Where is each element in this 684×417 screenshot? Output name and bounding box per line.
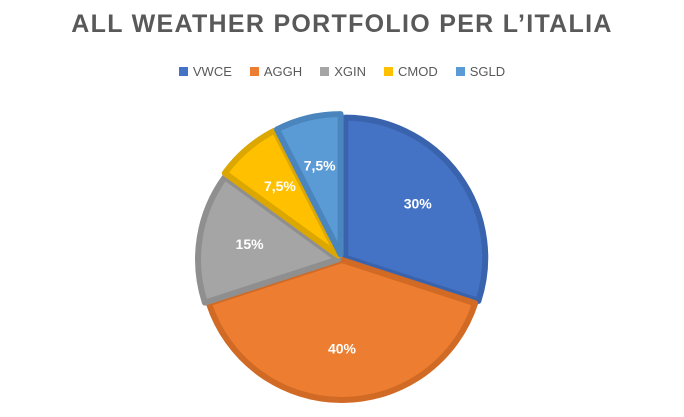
data-label-aggh: 40%: [328, 340, 357, 356]
data-label-xgin: 15%: [236, 236, 265, 252]
data-label-cmod: 7,5%: [264, 178, 296, 194]
data-label-vwce: 30%: [404, 196, 433, 212]
data-label-sgld: 7,5%: [304, 158, 336, 174]
